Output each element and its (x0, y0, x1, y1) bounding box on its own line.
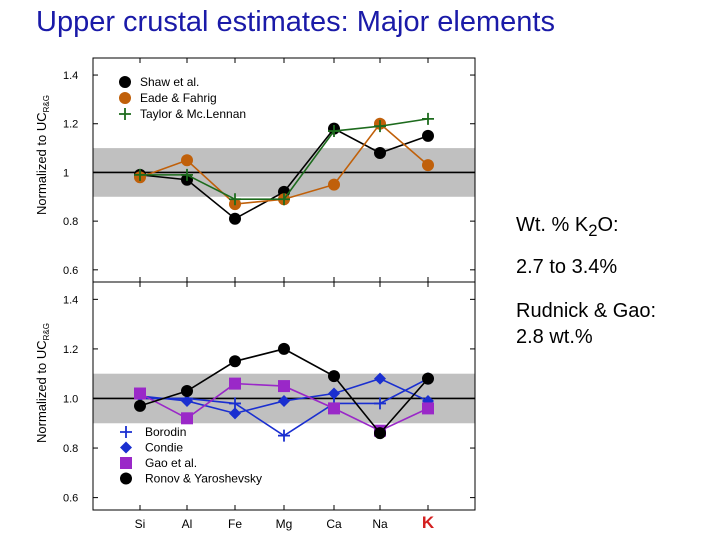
data-point-mg (278, 380, 290, 393)
data-point-k (422, 402, 434, 415)
data-point-mg (278, 193, 290, 206)
k2o-heading-suffix: O: (597, 214, 619, 236)
data-point-si (134, 399, 146, 412)
y-tick-label: 0.8 (63, 216, 78, 228)
data-point-na (374, 427, 386, 440)
x-category-label-si: Si (135, 517, 146, 531)
series-ronov-yaroshevsky (134, 342, 434, 440)
y-tick-label: 1.4 (63, 294, 78, 306)
legend-marker (119, 92, 131, 104)
data-point-k (422, 159, 434, 172)
legend-marker (120, 472, 132, 485)
y-axis-label-subscript: R&G (42, 323, 51, 340)
legend-marker (119, 76, 131, 88)
data-point-mg (278, 394, 290, 407)
y-tick-label: 1.4 (63, 70, 78, 82)
x-category-label-k: K (422, 513, 435, 532)
y-axis-label-main: Normalized to UC (34, 340, 49, 443)
data-point-si (134, 387, 146, 400)
x-category-label-fe: Fe (228, 517, 242, 531)
legend-label: Eade & Fahrig (140, 91, 217, 105)
y-tick-label: 0.8 (63, 443, 78, 455)
k2o-heading-subscript: 2 (588, 221, 598, 240)
legend-label: Ronov & Yaroshevsky (145, 472, 262, 486)
legend-label: Borodin (145, 425, 186, 439)
data-point-k (422, 372, 434, 385)
data-point-al (181, 385, 193, 398)
y-tick-label: 0.6 (63, 493, 78, 505)
x-category-label-ca: Ca (326, 517, 342, 531)
k2o-heading-prefix: Wt. % K (516, 214, 589, 236)
data-point-na (374, 397, 386, 410)
data-point-ca (328, 387, 340, 400)
data-point-ca (328, 370, 340, 383)
data-point-k (422, 129, 434, 142)
legend-marker (120, 426, 132, 438)
data-point-ca (328, 178, 340, 191)
x-category-label-mg: Mg (276, 517, 293, 531)
slide-title: Upper crustal estimates: Major elements (36, 6, 555, 38)
data-point-fe (229, 355, 241, 368)
series-taylor-mc-lennan (134, 112, 434, 206)
rudnick-gao-note: Rudnick & Gao: 2.8 wt.% (516, 298, 656, 350)
x-category-label-na: Na (372, 517, 388, 531)
data-point-k (422, 112, 434, 125)
data-point-na (374, 146, 386, 159)
data-point-al (181, 154, 193, 167)
legend-label: Shaw et al. (140, 75, 199, 89)
data-point-na (374, 372, 386, 385)
legend-label: Taylor & Mc.Lennan (140, 107, 246, 121)
data-point-fe (229, 377, 241, 390)
k2o-range-text: 2.7 to 3.4% (516, 256, 618, 278)
y-axis-label: Normalized to UCR&G (34, 95, 51, 215)
y-tick-label: 1 (63, 167, 69, 179)
k2o-heading: Wt. % K2O: (516, 214, 619, 241)
rudnick-gao-line-1: Rudnick & Gao: (516, 300, 657, 322)
chart-panel-top: 0.6 0.8 1 1.2 1.4 Normalized to UCR&G Shaw et … (34, 57, 476, 283)
rudnick-gao-line-2: 2.8 wt.% (516, 326, 593, 348)
data-point-al (181, 412, 193, 425)
data-point-fe (229, 212, 241, 225)
y-tick-label: 1.2 (63, 119, 78, 131)
legend-marker (120, 457, 132, 469)
legend-marker (119, 108, 131, 120)
data-point-mg (278, 429, 290, 442)
data-point-fe (229, 193, 241, 206)
data-point-fe (229, 407, 241, 420)
x-category-label-al: Al (182, 517, 193, 531)
chart-panel-bottom: 0.6 0.8 1.0 1.2 1.4 Normalized to UCR&G Borodi… (34, 281, 476, 511)
y-axis-label-main: Normalized to UC (34, 112, 49, 215)
legend-marker (120, 441, 132, 454)
data-point-ca (328, 402, 340, 415)
y-tick-label: 0.6 (63, 265, 78, 277)
data-point-si (134, 168, 146, 181)
data-point-na (374, 120, 386, 133)
data-point-al (181, 394, 193, 407)
y-axis-label-subscript: R&G (42, 95, 51, 112)
legend-label: Condie (145, 441, 183, 455)
legend-label: Gao et al. (145, 456, 197, 470)
y-tick-label: 1.0 (63, 393, 78, 405)
y-axis-label: Normalized to UCR&G (34, 323, 51, 443)
data-point-al (181, 168, 193, 181)
data-point-mg (278, 342, 290, 355)
data-point-ca (328, 125, 340, 138)
y-tick-label: 1.2 (63, 344, 78, 356)
